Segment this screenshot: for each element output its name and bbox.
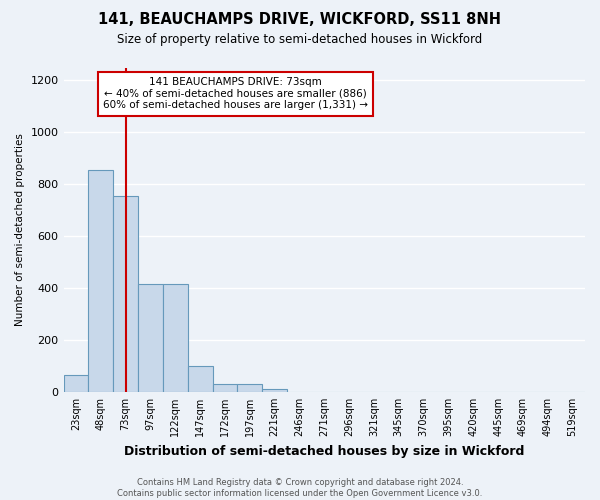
Text: 141, BEAUCHAMPS DRIVE, WICKFORD, SS11 8NH: 141, BEAUCHAMPS DRIVE, WICKFORD, SS11 8N… [98,12,502,28]
Bar [113,196,138,392]
Bar [138,284,163,392]
X-axis label: Distribution of semi-detached houses by size in Wickford: Distribution of semi-detached houses by … [124,444,524,458]
Bar [262,389,287,392]
Text: Size of property relative to semi-detached houses in Wickford: Size of property relative to semi-detach… [118,32,482,46]
Bar [88,170,113,392]
Bar [163,284,188,392]
Bar [238,384,262,392]
Text: Contains HM Land Registry data © Crown copyright and database right 2024.
Contai: Contains HM Land Registry data © Crown c… [118,478,482,498]
Bar [212,384,238,392]
Y-axis label: Number of semi-detached properties: Number of semi-detached properties [15,134,25,326]
Text: 141 BEAUCHAMPS DRIVE: 73sqm
← 40% of semi-detached houses are smaller (886)
60% : 141 BEAUCHAMPS DRIVE: 73sqm ← 40% of sem… [103,77,368,110]
Bar [188,366,212,392]
Bar [64,375,88,392]
